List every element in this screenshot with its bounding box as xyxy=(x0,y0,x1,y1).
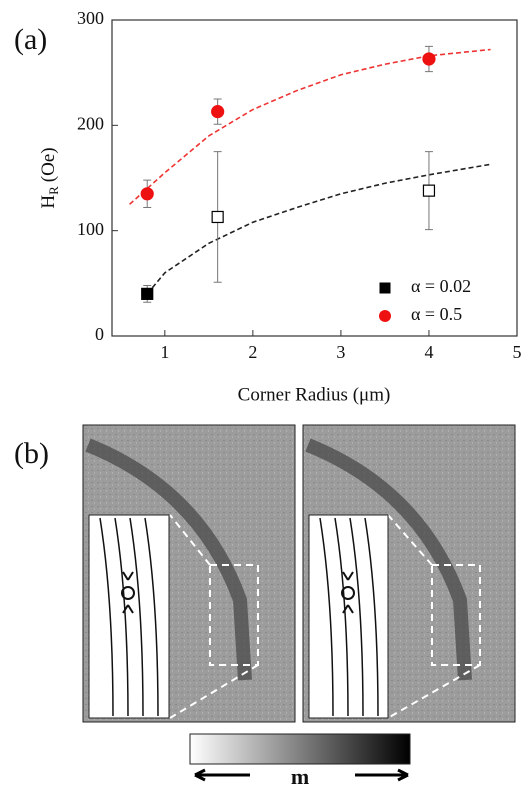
marker xyxy=(141,188,153,200)
marker xyxy=(423,53,435,65)
y-tick-label: 0 xyxy=(95,324,104,344)
legend-marker xyxy=(380,283,391,294)
mfm-image xyxy=(83,425,295,722)
y-tick-label: 200 xyxy=(77,113,104,133)
legend-label: α = 0.5 xyxy=(411,304,462,324)
fit-curve xyxy=(147,164,490,294)
panel-label: (b) xyxy=(14,437,49,470)
y-axis-label: HR (Oe) xyxy=(38,147,61,208)
marker xyxy=(142,288,153,299)
x-tick-label: 1 xyxy=(160,342,169,362)
y-tick-label: 300 xyxy=(77,8,104,28)
colorbar xyxy=(190,734,410,764)
marker xyxy=(423,185,434,196)
marker xyxy=(212,211,223,222)
y-label-unit: (Oe) xyxy=(38,147,59,182)
svg-text:HR(Oe): HR (Oe) xyxy=(38,147,61,208)
x-tick-label: 2 xyxy=(248,342,257,362)
x-tick-label: 4 xyxy=(424,342,433,362)
fit-curve xyxy=(130,49,491,204)
x-tick-label: 5 xyxy=(513,342,521,362)
y-label-main: H xyxy=(38,195,59,209)
x-axis-label: Corner Radius (μm) xyxy=(238,384,391,405)
y-label-sub: R xyxy=(46,186,61,195)
legend-marker xyxy=(379,310,391,322)
marker xyxy=(212,106,224,118)
y-tick-label: 100 xyxy=(77,219,104,239)
panel-label: (a) xyxy=(14,23,47,56)
x-tick-label: 3 xyxy=(336,342,345,362)
legend-label: α = 0.02 xyxy=(411,276,471,296)
chart: 0 100 200 300 1 2 3 4 5 α = 0.02 α = 0.5 xyxy=(77,8,521,362)
mfm-images xyxy=(83,425,515,722)
colorbar-label: m xyxy=(291,764,309,789)
mfm-image xyxy=(303,425,515,722)
